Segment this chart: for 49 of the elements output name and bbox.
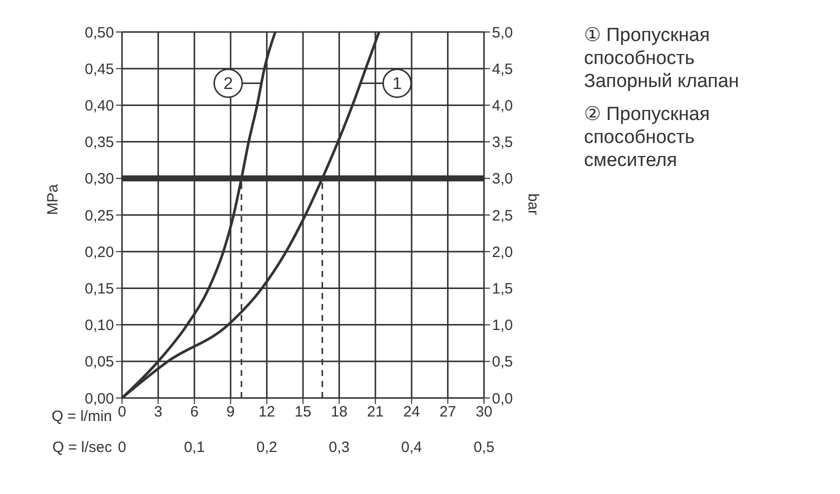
y2-tick-label: 1,0 (492, 317, 513, 334)
x-axis-title: Q = l/min (52, 408, 112, 425)
y-tick-label: 0,25 (84, 207, 114, 224)
y-tick-label: 0,45 (84, 60, 114, 78)
y-tick-label: 0,50 (84, 24, 114, 42)
x2-tick-label: 0,5 (474, 439, 494, 456)
y-tick-label: 0,20 (84, 244, 114, 261)
x2-tick-label: 0 (118, 439, 126, 456)
y2-tick-label: 0,5 (492, 354, 513, 371)
x2-tick-label: 0,2 (256, 439, 278, 456)
y2-tick-label: 2,0 (492, 244, 513, 261)
x-tick-label: 9 (226, 404, 235, 421)
callout: 2 (213, 68, 262, 98)
y-tick-label: 0,05 (84, 354, 114, 371)
y2-tick-label: 0,0 (492, 390, 513, 408)
y2-axis-title: bar (524, 193, 542, 215)
x-tick-label: 24 (403, 404, 420, 421)
x-tick-label: 21 (367, 404, 384, 421)
x-tick-label: 30 (476, 404, 492, 421)
y-tick-label: 0,15 (84, 280, 114, 298)
y-axis-title: MPa (44, 184, 62, 215)
annotation: 1 (392, 74, 402, 94)
y2-tick-label: 5,0 (492, 24, 513, 42)
x-tick-label: 27 (439, 404, 456, 421)
x-tick-label: 0 (118, 404, 126, 421)
x-tick-label: 6 (190, 404, 199, 421)
y2-tick-label: 1,5 (492, 280, 513, 298)
x-tick-label: 12 (258, 404, 276, 421)
y-tick-label: 0,35 (84, 134, 114, 152)
text: ② Пропускная способность смесителя (584, 103, 711, 172)
x2-tick-label: 0,4 (401, 439, 422, 456)
callout: 1 (360, 68, 412, 98)
y-tick-label: 0,30 (84, 170, 114, 188)
y2-tick-label: 3,0 (492, 170, 513, 188)
x2-tick-label: 0,3 (328, 439, 350, 456)
y-tick-label: 0,10 (84, 317, 114, 334)
y2-tick-label: 2,5 (492, 207, 513, 224)
x2-tick-label: 0,1 (184, 439, 205, 456)
x-tick-label: 15 (294, 404, 312, 421)
annotation: 2 (223, 74, 233, 94)
y-tick-label: 0,40 (84, 98, 114, 115)
y2-tick-label: 4,0 (492, 98, 513, 115)
y2-tick-label: 4,5 (492, 60, 513, 78)
text: ① Пропускная способность Запорный клапан (584, 24, 740, 93)
y-tick-label: 0,00 (84, 390, 114, 408)
x-tick-label: 18 (330, 404, 348, 421)
x-tick-label: 3 (154, 404, 162, 421)
x2-axis-title: Q = l/sec (52, 439, 112, 456)
y2-tick-label: 3,5 (492, 134, 513, 152)
